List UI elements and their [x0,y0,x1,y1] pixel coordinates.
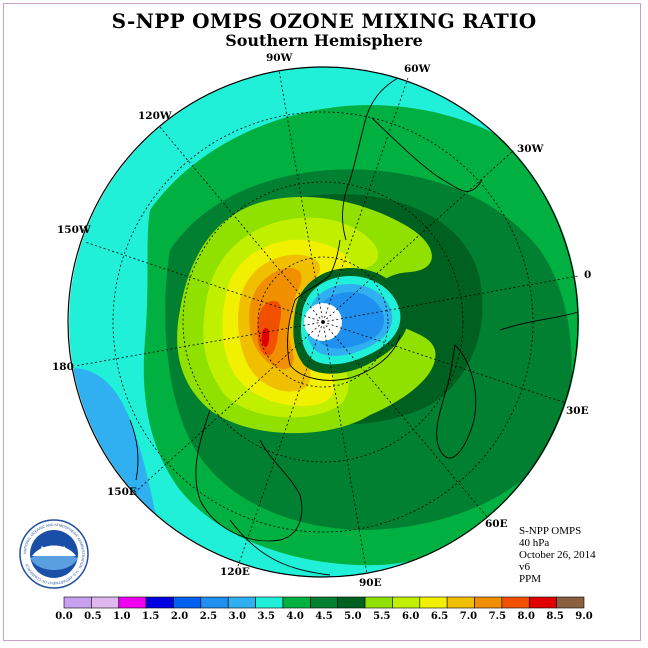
legend-tick-label: 7.5 [489,611,506,622]
meridian-90w [278,69,324,323]
legend-swatch [227,596,256,609]
info-instrument: S-NPP OMPS [519,525,582,537]
coastline-australia [195,409,303,542]
map-subtitle: Southern Hemisphere [225,31,423,50]
lon-label-150e: 150E [107,486,137,498]
coastline-antarctica [287,299,401,381]
coastline-antarctic-peninsula [294,239,341,301]
legend-tick-label: 2.5 [200,611,217,622]
legend-swatch [337,596,366,609]
noaa-logo-wave [30,553,78,570]
legend-swatch [419,596,448,609]
meridian-180 [74,321,324,367]
legend-swatch [255,596,284,609]
lon-label-120w: 120W [138,110,172,122]
legend-tick-label: 3.5 [258,611,275,622]
legend-tick-label: 5.5 [373,611,390,622]
lon-label-30e: 30E [566,405,589,417]
coastline-south-america [342,77,399,241]
legend-swatch [118,596,147,609]
info-block: S-NPP OMPS 40 hPa October 26, 2014 v6 PP… [519,525,596,585]
legend-swatch [91,596,120,609]
latitude-circle-70s [257,256,389,388]
legend-swatch [310,596,338,609]
legend-tick-label: 6.0 [402,611,419,622]
legend-tick-label: 7.0 [460,611,477,622]
map-title: S-NPP OMPS OZONE MIXING RATIO [111,9,537,33]
info-version: v6 [519,561,530,573]
lon-label-0: 0 [584,269,592,281]
info-level: 40 hPa [519,537,550,549]
legend-tick-label: 4.0 [286,611,303,622]
south-pole-marker [321,320,325,324]
meridian-90e [322,321,368,575]
noaa-logo-text: NOAA [41,545,68,555]
meridian-150w [84,241,324,323]
lon-label-90w: 90W [266,52,293,64]
coastline-africa-west [499,311,579,331]
noaa-logo: NOAA NATIONAL OCEANIC AND ATMOSPHERIC AD… [19,519,89,589]
lon-label-180: 180 [52,361,74,373]
legend-swatch [63,596,92,609]
lon-label-60e: 60E [485,518,508,530]
meridian-120w [159,126,324,323]
legend-swatch [556,596,585,609]
map-boundary-circle [67,66,579,578]
legend-tick-label: 6.5 [431,611,448,622]
coastline-south-america-east [371,117,483,192]
lon-label-90e: 90E [359,577,382,589]
coastline-new-zealand [129,419,139,481]
legend-swatch [200,596,229,609]
legend-swatch [282,596,311,609]
legend-tick-label: 4.5 [315,611,332,622]
legend-tick-label: 9.0 [575,611,592,622]
legend-swatch [173,596,202,609]
latitude-circle-50s [182,181,464,463]
legend-tick-label: 5.0 [344,611,361,622]
info-date: October 26, 2014 [519,549,596,561]
legend-tick-label: 0.5 [84,611,101,622]
lon-label-150w: 150W [57,224,91,236]
legend-tick-label: 2.0 [171,611,188,622]
legend-tick-label: 1.5 [142,611,159,622]
legend-tick-label: 1.0 [113,611,130,622]
coastline-indonesia [229,519,331,576]
legend-swatch [392,596,421,609]
legend-swatch [364,596,393,609]
legend-swatch [528,596,557,609]
lon-label-30w: 30W [517,143,544,155]
coastline-africa-south [436,344,477,459]
meridian-30e [322,321,567,404]
legend-swatch [501,596,530,609]
noaa-logo-bird [32,545,76,556]
legend-tick-label: 3.0 [229,611,246,622]
legend-swatch [474,596,503,609]
lon-label-120e: 120E [220,566,250,578]
legend-tick-label: 8.0 [518,611,535,622]
info-units: PPM [519,573,542,585]
legend-swatch [446,596,475,609]
legend-tick-label: 0.0 [55,611,72,622]
legend-swatch [145,596,174,609]
lon-label-60w: 60W [404,63,431,75]
legend-tick-label: 8.5 [546,611,563,622]
coastlines [129,77,579,576]
